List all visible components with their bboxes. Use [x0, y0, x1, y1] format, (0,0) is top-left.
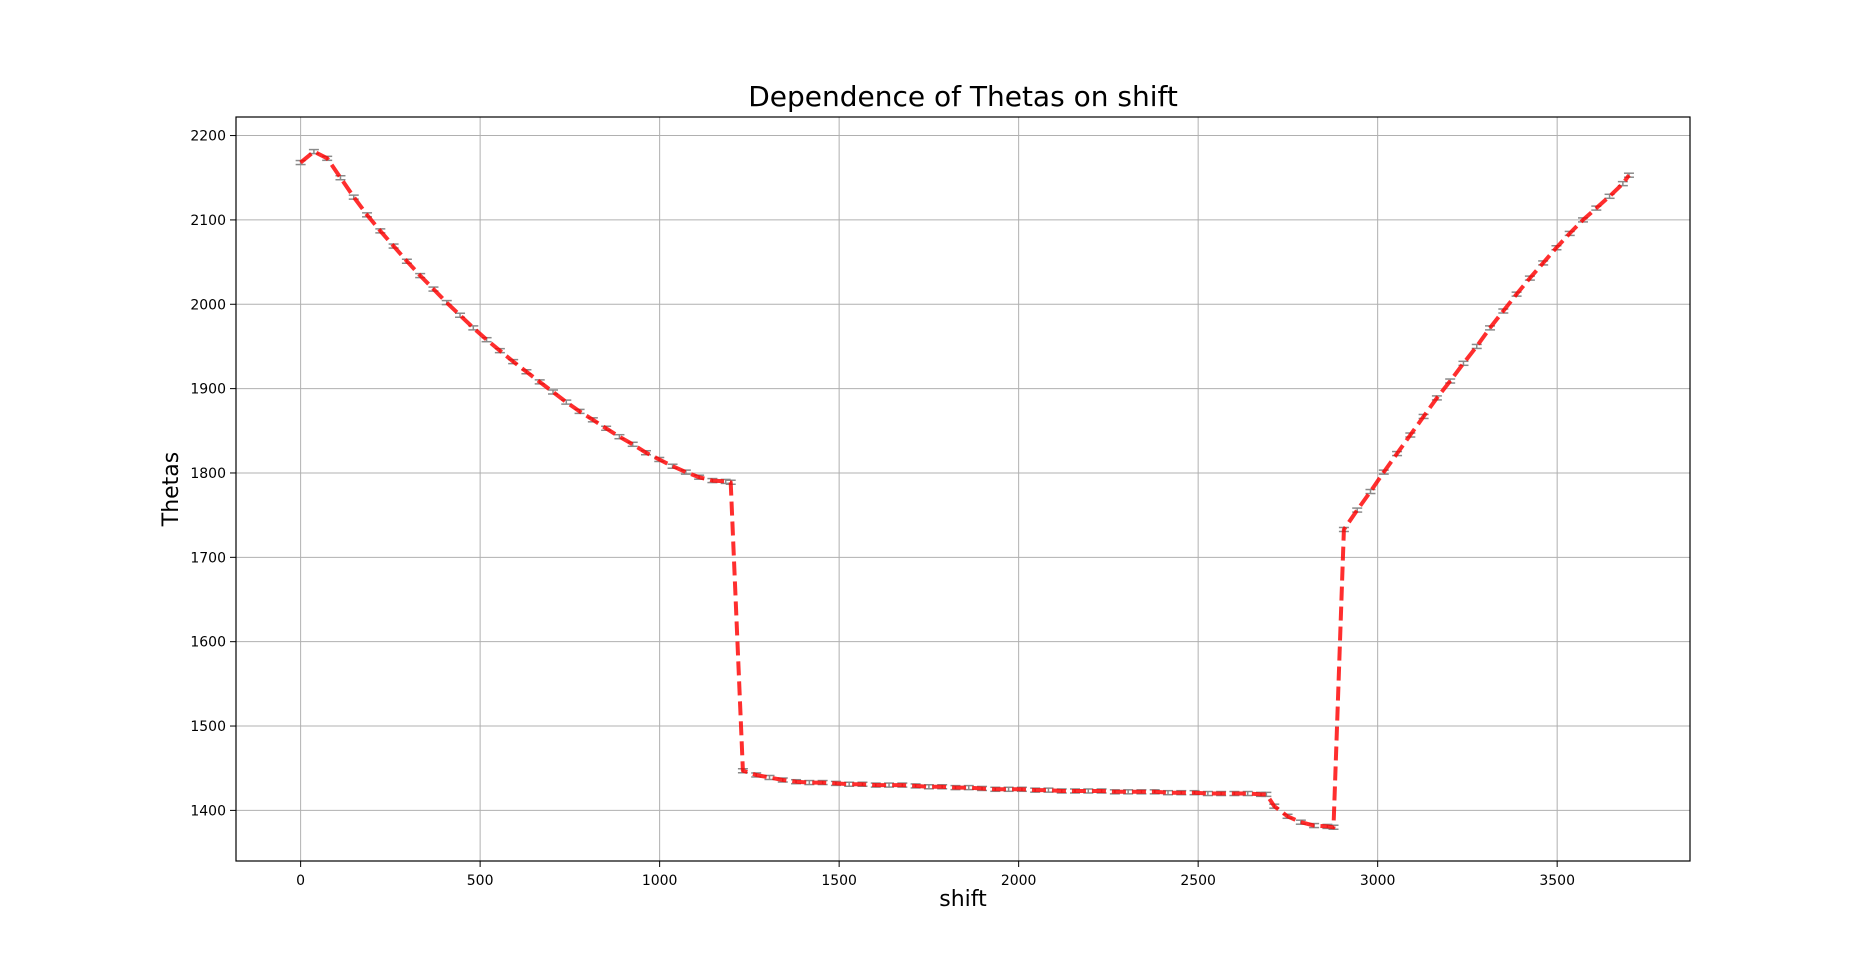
x-axis-ticks: 0 500 1000 1500 2000 2500 3000 3500: [296, 861, 1575, 889]
plot-frame: [235, 116, 1691, 862]
x-tick-label: 3000: [1360, 873, 1396, 889]
series-line: [299, 149, 1631, 830]
y-tick-label: 1900: [190, 382, 226, 398]
y-tick-label: 1600: [190, 635, 226, 651]
y-axis-label: Thetas: [159, 452, 184, 528]
x-tick-label: 0: [296, 873, 305, 889]
x-tick-label: 3500: [1539, 873, 1575, 889]
y-tick-label: 2000: [190, 297, 226, 313]
grid: [236, 117, 1690, 861]
x-tick-label: 2500: [1180, 873, 1216, 889]
chart-title: Dependence of Thetas on shift: [748, 80, 1178, 113]
y-tick-label: 2200: [190, 129, 226, 145]
y-tick-label: 1800: [190, 466, 226, 482]
x-tick-label: 1500: [821, 873, 857, 889]
x-tick-label: 500: [467, 873, 494, 889]
x-tick-label: 1000: [642, 873, 678, 889]
x-axis-label: shift: [939, 887, 987, 912]
y-tick-label: 1400: [190, 803, 226, 819]
y-tick-label: 2100: [190, 213, 226, 229]
x-tick-label: 2000: [1001, 873, 1037, 889]
y-tick-label: 1700: [190, 550, 226, 566]
y-axis-ticks: 1400 1500 1600 1700 1800 1900 2000 2100 2200: [190, 129, 236, 819]
y-tick-label: 1500: [190, 719, 226, 735]
